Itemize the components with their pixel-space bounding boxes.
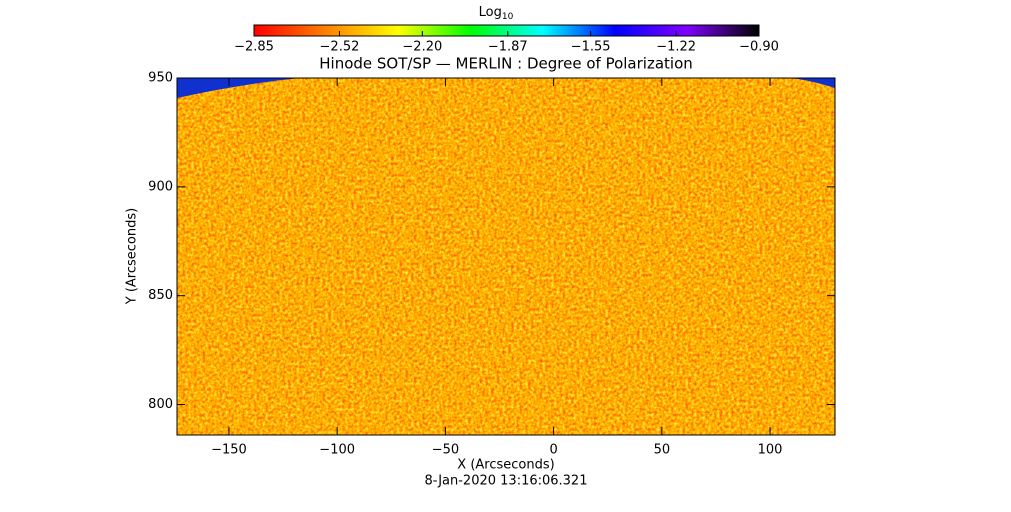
x-tick-label: 50	[654, 443, 671, 458]
polarization-map	[177, 78, 835, 435]
colorbar-tick-label: −0.90	[739, 40, 779, 55]
colorbar-tick-label: −2.52	[320, 40, 360, 55]
x-axis-label: X (Arcseconds)	[457, 458, 554, 473]
y-tick-label: 900	[148, 179, 173, 194]
colorbar-label: Log10	[479, 5, 514, 22]
colorbar-tick-label: −2.85	[234, 40, 274, 55]
colorbar-tick-label: −1.87	[488, 40, 528, 55]
colorbar-label-text: Log	[479, 5, 502, 20]
date-label: 8-Jan-2020 13:16:06.321	[425, 474, 588, 489]
x-tick-label: −50	[432, 443, 459, 458]
colorbar	[253, 24, 760, 37]
chart-title: Hinode SOT/SP — MERLIN : Degree of Polar…	[319, 55, 693, 73]
y-tick-label: 800	[148, 397, 173, 412]
colorbar-tick-label: −2.20	[402, 40, 442, 55]
x-tick-label: −150	[211, 443, 247, 458]
solar-image	[177, 78, 835, 435]
x-tick-label: 0	[549, 443, 557, 458]
y-tick-label: 850	[148, 288, 173, 303]
plot-frame	[176, 77, 836, 436]
x-tick-label: 100	[758, 443, 783, 458]
off-limb	[790, 78, 835, 88]
colorbar-tick-label: −1.22	[656, 40, 696, 55]
y-tick-label: 950	[148, 71, 173, 86]
x-tick-label: −100	[319, 443, 355, 458]
colorbar-tick-label: −1.55	[571, 40, 611, 55]
off-limb	[177, 78, 300, 98]
colorbar-label-subscript: 10	[502, 12, 514, 22]
y-axis-label: Y (Arcseconds)	[125, 208, 140, 305]
